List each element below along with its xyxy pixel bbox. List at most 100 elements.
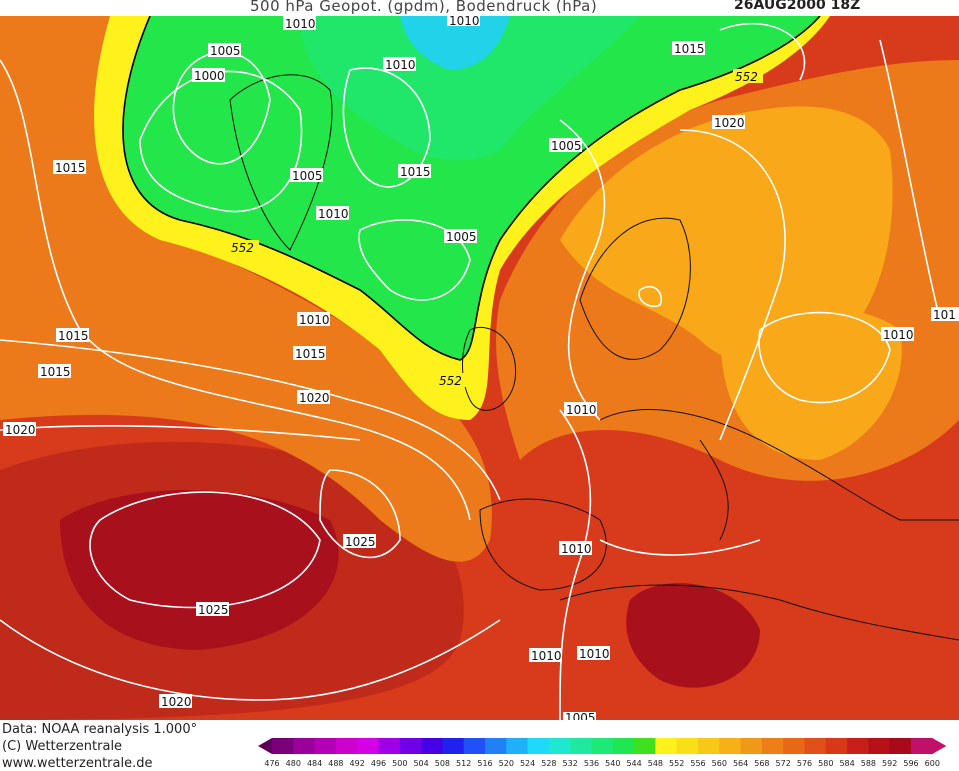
isobar-label: 1010 [316, 206, 349, 221]
legend-tick-label: 584 [839, 759, 854, 768]
height-label-text: 552 [439, 374, 462, 388]
weather-map: 1010 1010 1005 1000 1010 1015 1005 1020 … [0, 16, 959, 720]
legend-tick-label: 564 [733, 759, 748, 768]
legend-swatch [783, 738, 805, 754]
legend-swatch [740, 738, 763, 754]
isobar-label: 1015 [38, 364, 71, 379]
legend-tick-label: 580 [818, 759, 833, 768]
isobar-label: 101 [931, 307, 959, 322]
isobar-label-text: 1010 [566, 403, 597, 417]
isobar-label-text: 1020 [714, 116, 745, 130]
legend-tick-label: 496 [371, 759, 386, 768]
legend-swatch [399, 738, 422, 754]
legend-swatch [761, 738, 784, 754]
legend-tick-label: 600 [925, 759, 940, 768]
isobar-label: 1020 [3, 422, 36, 437]
legend-swatch [889, 738, 912, 754]
legend-arrow-left [258, 738, 272, 754]
legend-swatch [868, 738, 891, 754]
isobar-label-text: 1015 [40, 365, 71, 379]
legend-tick-label: 480 [286, 759, 301, 768]
contour-552 [122, 16, 821, 361]
legend-swatch [293, 738, 316, 754]
isobar-label-text: 1020 [299, 391, 330, 405]
isobar-label: 1020 [712, 115, 745, 130]
legend-tick-label: 484 [307, 759, 322, 768]
isobar-label: 1010 [283, 16, 316, 31]
isobars [0, 22, 941, 720]
legend-tick-label: 552 [669, 759, 684, 768]
isobar-label-text: 1025 [345, 535, 376, 549]
credit-copyright: (C) Wetterzentrale [2, 739, 123, 754]
legend-tick-label: 568 [754, 759, 769, 768]
isobar-label-text: 1010 [561, 542, 592, 556]
height-label-text: 552 [735, 70, 758, 84]
height-label: 552 [733, 69, 763, 84]
field-cyan-core [400, 16, 510, 70]
isobar-label: 1005 [444, 229, 477, 244]
legend-tick-label: 516 [477, 759, 492, 768]
isobar-label: 1010 [383, 57, 416, 72]
legend-swatch [719, 738, 742, 754]
isobar-label: 1015 [672, 41, 705, 56]
isobar-label-text: 1005 [210, 44, 241, 58]
isobar-label: 1010 [881, 327, 914, 342]
legend-swatch [825, 738, 848, 754]
legend-swatch [676, 738, 699, 754]
color-legend: 476 480 484 488 492 496 500 504 508 512 516 520 524 5… [258, 738, 947, 768]
isobar-label-text: 1010 [883, 328, 914, 342]
isobar-label-text: 1005 [551, 139, 582, 153]
legend-swatch [634, 738, 656, 754]
legend-tick-label: 528 [541, 759, 556, 768]
isobar-label: 1010 [577, 646, 610, 661]
legend-tick-label: 540 [605, 759, 620, 768]
field-light-orange-central [720, 307, 902, 460]
isobar-label: 1010 [564, 402, 597, 417]
field-green-bright [300, 16, 640, 161]
legend-swatch [506, 738, 529, 754]
field-orange-west [0, 16, 492, 562]
isobar-label-text: 1010 [318, 207, 349, 221]
legend-swatch [378, 738, 401, 754]
isobar-label: 1020 [159, 694, 192, 709]
isobar-label: 1010 [559, 541, 592, 556]
isobar-label-text: 1015 [400, 165, 431, 179]
legend-swatch [485, 738, 507, 754]
legend-swatch [442, 738, 465, 754]
isobar-label: 1015 [293, 346, 326, 361]
legend-swatch [272, 738, 294, 754]
isobar-label: 1005 [549, 138, 582, 153]
field-green-low [122, 16, 821, 360]
legend-swatch [527, 738, 550, 754]
isobar-label-text: 1015 [58, 329, 89, 343]
isobar-label-text: 1015 [674, 42, 705, 56]
isobar-label-text: 1010 [285, 17, 316, 31]
isobar-label-text: 1015 [55, 161, 86, 175]
legend-tick-label: 508 [435, 759, 450, 768]
legend-tick-label: 492 [350, 759, 365, 768]
legend-swatch [911, 738, 933, 754]
isobar-label: 1005 [208, 43, 241, 58]
legend-tick-label: 512 [456, 759, 471, 768]
isobar-label: 1005 [563, 711, 596, 720]
legend-tick-label: 572 [776, 759, 791, 768]
legend-arrow-right [932, 738, 947, 754]
legend-swatches [258, 738, 947, 754]
isobar-label-text: 1000 [194, 69, 225, 83]
legend-tick-label: 504 [413, 759, 428, 768]
isobar-label-text: 1020 [161, 695, 192, 709]
map-title: 500 hPa Geopot. (gpdm), Bodendruck (hPa) [250, 0, 598, 15]
legend-tick-label: 536 [584, 759, 599, 768]
legend-tick-label: 548 [648, 759, 663, 768]
isobar-label-text: 1010 [531, 649, 562, 663]
legend-tick-label: 596 [903, 759, 918, 768]
legend-swatch [421, 738, 443, 754]
legend-tick-label: 476 [264, 759, 279, 768]
isobar-label: 1010 [297, 312, 330, 327]
isobar-label: 1010 [529, 648, 562, 663]
legend-swatch [335, 738, 358, 754]
isobar-label-text: 1020 [5, 423, 36, 437]
legend-tick-label: 588 [861, 759, 876, 768]
legend-swatch [612, 738, 635, 754]
legend-tick-label: 520 [499, 759, 514, 768]
